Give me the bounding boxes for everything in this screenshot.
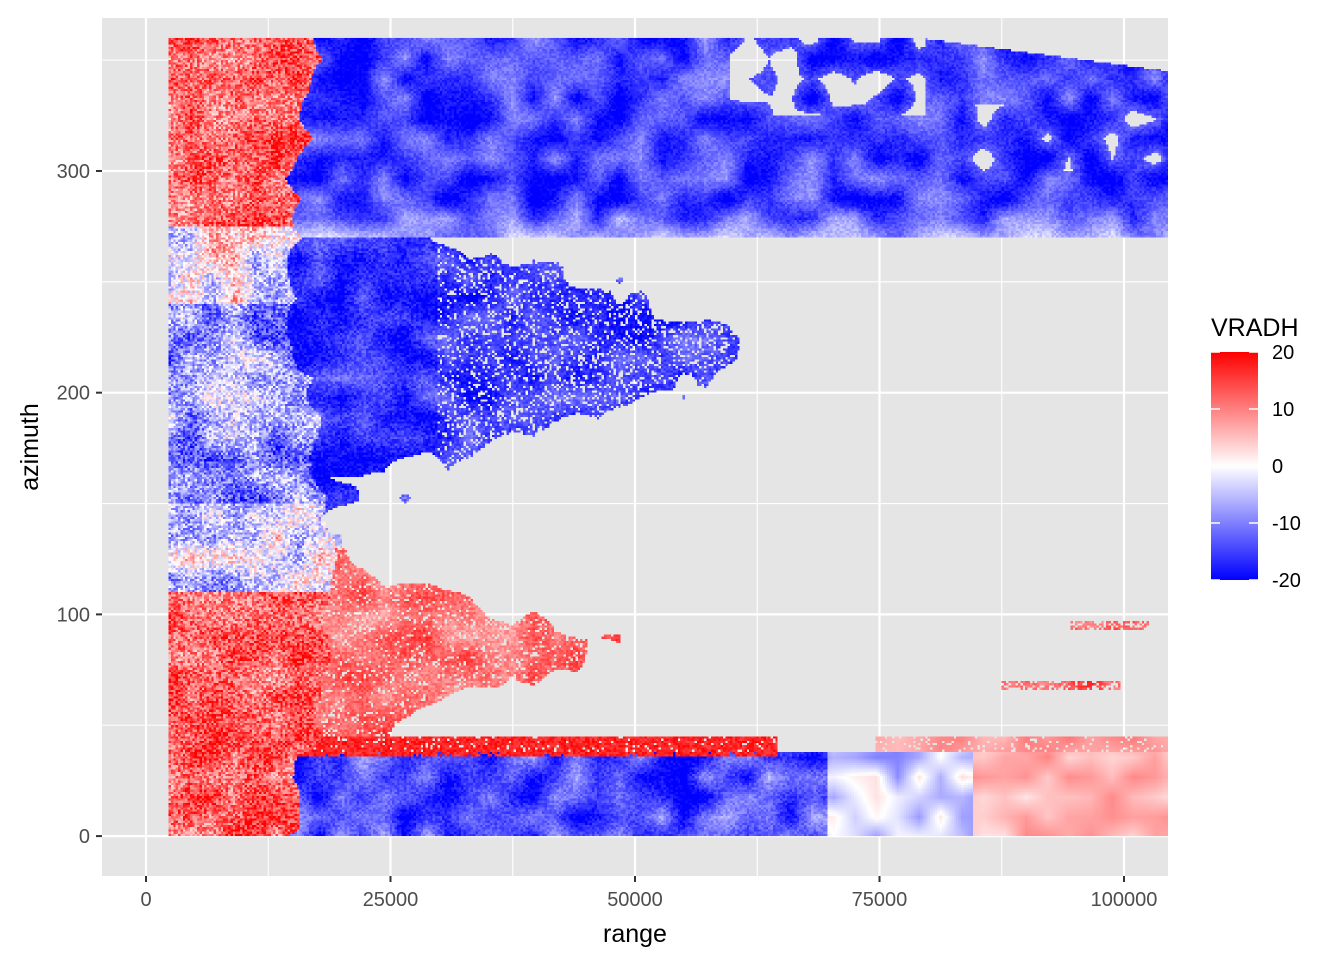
y-tick-label: 100 (57, 604, 90, 626)
y-axis-title: azimuth (16, 403, 44, 491)
y-tick-label: 200 (57, 383, 90, 405)
x-tick-label: 50000 (607, 889, 663, 911)
x-tick-label: 75000 (852, 889, 908, 911)
x-axis: 0 25000 50000 75000 100000 (140, 876, 1157, 911)
x-tick-label: 100000 (1091, 889, 1158, 911)
y-tick-label: 0 (79, 826, 90, 848)
x-axis-title: range (603, 920, 667, 948)
legend-tick-label: 10 (1272, 399, 1294, 421)
x-tick-label: 0 (140, 889, 151, 911)
x-tick-label: 25000 (363, 889, 419, 911)
legend-tick-label: -10 (1272, 513, 1301, 535)
y-axis: 0 100 200 300 (57, 161, 102, 848)
legend-tick-label: 0 (1272, 456, 1283, 478)
legend-title: VRADH (1211, 314, 1299, 342)
y-tick-label: 300 (57, 161, 90, 183)
heatmap-cells (168, 37, 1168, 837)
legend-tick-label: -20 (1272, 570, 1301, 592)
legend: VRADH 20 10 0 -10 -20 (1211, 314, 1301, 592)
legend-tick-label: 20 (1272, 342, 1294, 364)
legend-ticks: 20 10 0 -10 -20 (1211, 342, 1301, 592)
